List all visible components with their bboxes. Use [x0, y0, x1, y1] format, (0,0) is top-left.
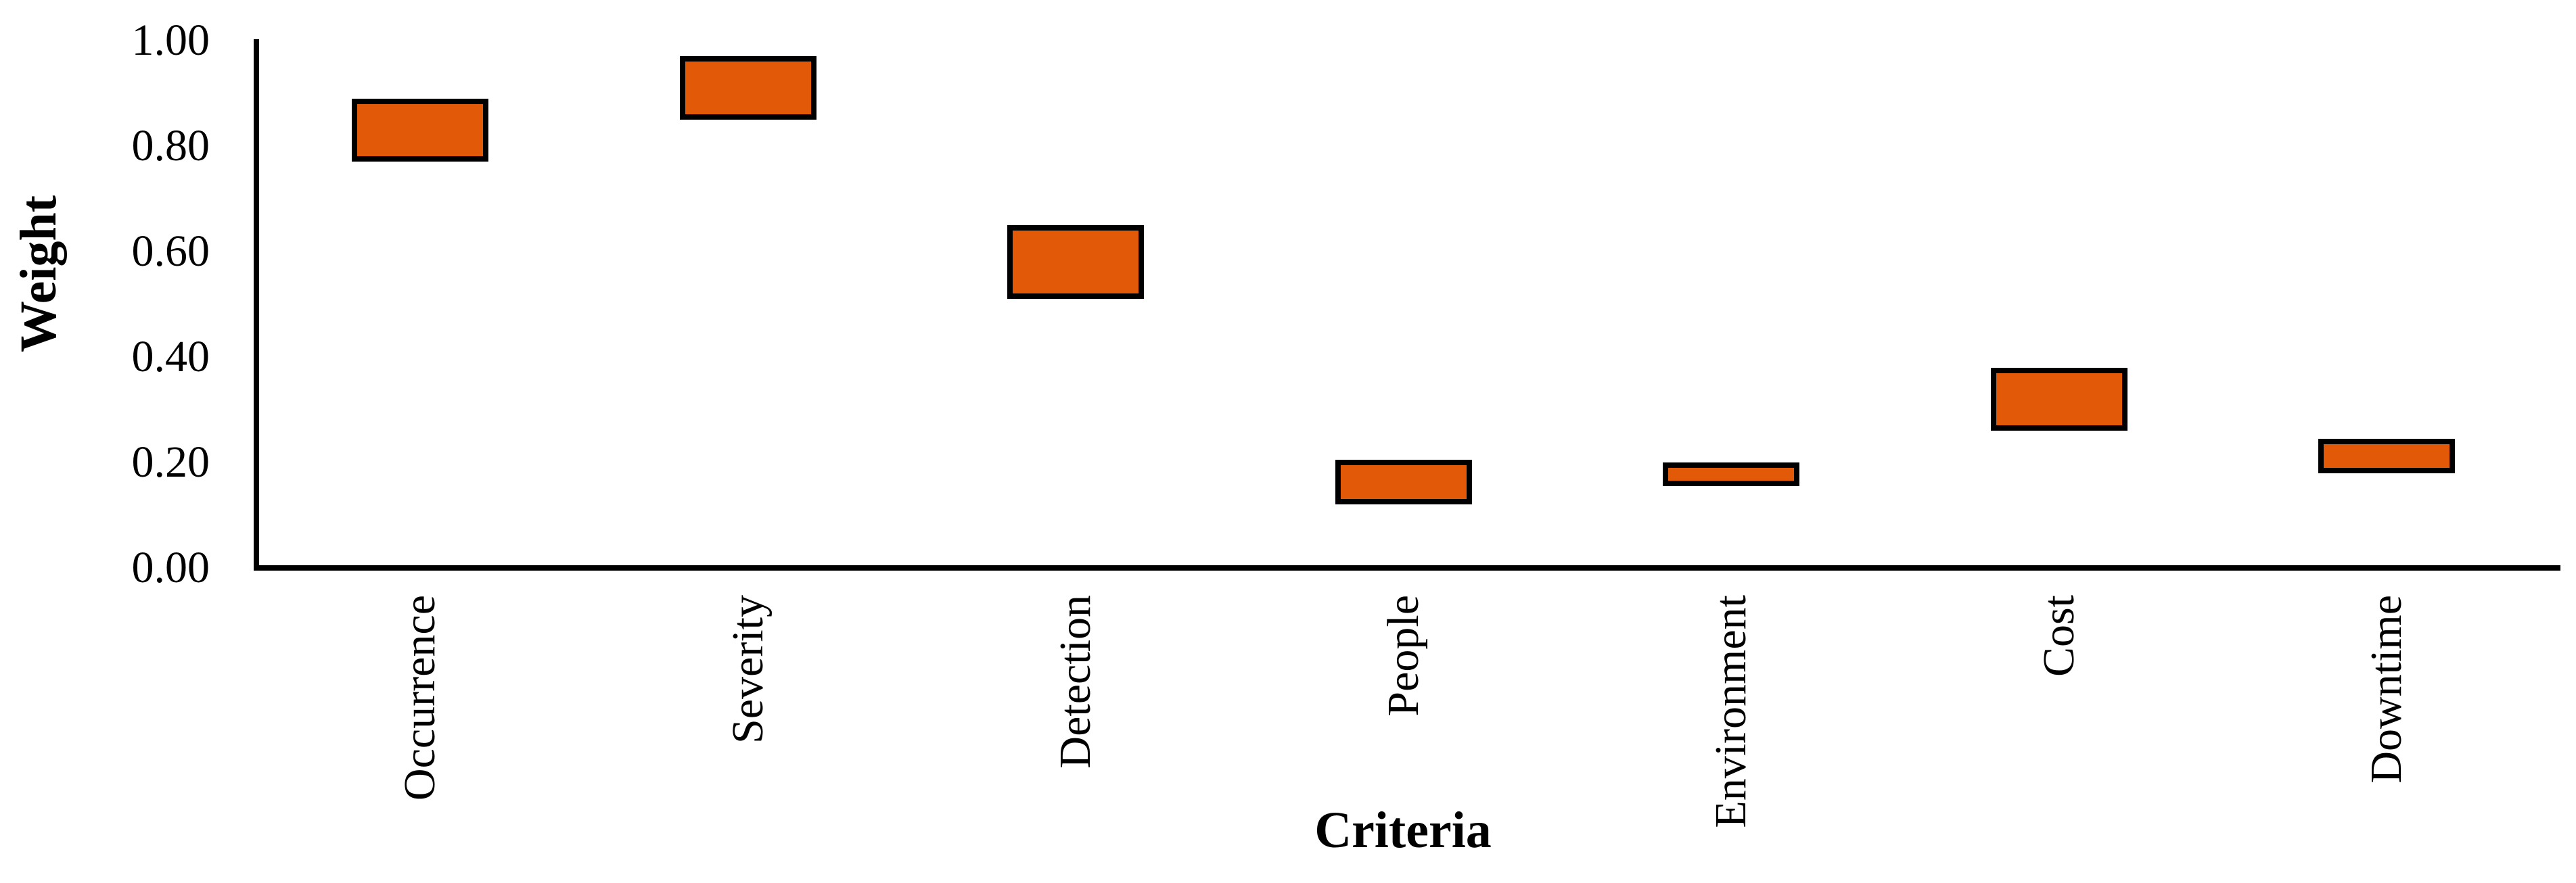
y-tick-label: 0.40 — [131, 332, 210, 381]
range-bar-severity — [679, 56, 816, 120]
y-tick-label: 0.20 — [131, 437, 210, 487]
range-bar-cost — [1990, 367, 2128, 431]
category-label-detection: Detection — [1051, 595, 1101, 769]
y-tick-label: 0.60 — [131, 226, 210, 276]
y-tick-label: 0.80 — [131, 121, 210, 170]
y-tick-label: 0.00 — [131, 543, 210, 592]
range-bar-detection — [1007, 225, 1145, 300]
x-axis-title: Criteria — [1314, 802, 1492, 859]
category-label-cost: Cost — [2033, 595, 2084, 677]
y-axis-line — [254, 39, 259, 571]
y-tick-label: 1.00 — [131, 16, 210, 65]
x-axis-line — [254, 565, 2560, 571]
range-bar-environment — [1663, 462, 1800, 487]
category-label-severity: Severity — [722, 595, 773, 744]
range-bar-occurrence — [352, 98, 488, 162]
category-label-environment: Environment — [1706, 595, 1756, 828]
category-label-downtime: Downtime — [2362, 595, 2412, 784]
category-label-occurrence: Occurrence — [395, 595, 444, 801]
range-bar-people — [1335, 460, 1472, 505]
range-bar-downtime — [2318, 438, 2456, 473]
